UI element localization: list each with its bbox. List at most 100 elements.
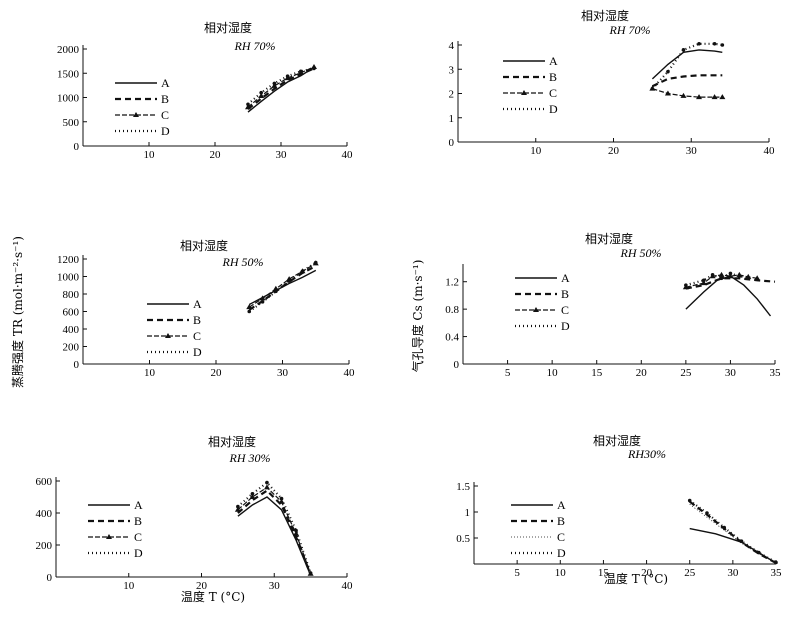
data-point-C xyxy=(718,271,725,277)
data-point-D xyxy=(681,48,686,52)
data-point-D xyxy=(313,260,318,265)
series-line-B xyxy=(247,67,315,110)
series-line-B xyxy=(689,500,777,564)
data-point-D xyxy=(722,525,727,530)
y-tick-label: 0 xyxy=(47,572,53,584)
chart-subtitle: RH 50% xyxy=(620,246,662,260)
x-axis-label: 温度 T (°C) xyxy=(604,571,668,586)
y-tick-label: 0 xyxy=(454,359,460,371)
x-tick-label: 10 xyxy=(123,580,135,592)
legend-label: A xyxy=(557,498,566,512)
legend-label: C xyxy=(557,530,565,544)
chart-subtitle: RH 70% xyxy=(234,39,276,53)
data-point-D xyxy=(308,571,313,575)
data-point-D xyxy=(299,69,303,74)
data-point-D xyxy=(701,278,706,283)
data-point-C xyxy=(272,285,279,291)
chart-title: 相对湿度 xyxy=(581,8,629,23)
data-point-D xyxy=(236,504,240,509)
data-point-C xyxy=(246,304,253,310)
data-point-D xyxy=(746,276,751,281)
data-point-D xyxy=(774,560,778,565)
data-point-D xyxy=(287,279,291,283)
y-tick-label: 200 xyxy=(36,540,53,552)
data-point-D xyxy=(687,498,692,503)
x-tick-label: 30 xyxy=(276,149,288,161)
legend-marker xyxy=(165,333,171,338)
legend-label: D xyxy=(557,546,566,560)
y-tick-label: 400 xyxy=(63,324,80,336)
legend-label: A xyxy=(134,498,143,512)
chart-subtitle: RH 70% xyxy=(609,23,651,37)
legend-label: B xyxy=(557,514,565,528)
legend-marker xyxy=(106,534,112,539)
y-tick-label: 1 xyxy=(465,507,471,519)
x-tick-label: 10 xyxy=(555,567,567,579)
series-line-A xyxy=(651,49,723,80)
legend-label: D xyxy=(549,102,558,116)
data-point-D xyxy=(274,289,278,294)
y-tick-label: 0 xyxy=(74,141,80,153)
data-point-C xyxy=(696,94,703,100)
chart-title: 相对湿度 xyxy=(208,434,256,449)
data-point-C xyxy=(245,104,251,110)
x-tick-label: 5 xyxy=(505,367,511,379)
data-point-D xyxy=(265,480,269,485)
data-point-D xyxy=(710,273,715,277)
chart-title: 相对湿度 xyxy=(585,231,633,246)
legend-label: A xyxy=(161,76,170,90)
x-tick-label: 20 xyxy=(608,145,620,157)
data-point-D xyxy=(260,300,265,304)
data-point-C xyxy=(727,273,734,279)
data-point-C xyxy=(719,94,726,100)
data-point-D xyxy=(728,271,733,276)
data-point-C xyxy=(711,94,718,100)
x-tick-label: 35 xyxy=(770,367,782,379)
legend-label: B xyxy=(134,514,142,528)
data-point-D xyxy=(272,81,277,86)
y-tick-label: 2000 xyxy=(57,44,80,56)
data-point-D xyxy=(312,66,316,71)
series-line-C xyxy=(237,486,312,575)
chart-subtitle: RH30% xyxy=(627,447,666,461)
y-tick-label: 0.8 xyxy=(445,304,459,316)
x-tick-label: 35 xyxy=(771,567,783,579)
legend-label: D xyxy=(561,319,570,333)
y-tick-label: 600 xyxy=(36,476,53,488)
y-tick-label: 0 xyxy=(449,137,455,149)
x-tick-label: 40 xyxy=(342,580,354,592)
y-tick-label: 4 xyxy=(449,40,455,52)
data-point-C xyxy=(258,93,265,99)
legend-label: C xyxy=(561,303,569,317)
y-tick-label: 1000 xyxy=(57,272,80,284)
y-tick-label: 0.5 xyxy=(456,533,470,545)
x-tick-label: 10 xyxy=(530,145,542,157)
data-point-D xyxy=(250,492,255,496)
legend-marker xyxy=(533,307,539,312)
y-tick-label: 1000 xyxy=(57,93,80,105)
y-tick-label: 600 xyxy=(63,307,80,319)
y-tick-label: 400 xyxy=(36,508,53,520)
y-tick-label: 500 xyxy=(63,117,80,129)
y-tick-label: 1.5 xyxy=(456,481,470,493)
y-tick-label: 3 xyxy=(449,64,455,76)
y-tick-label: 800 xyxy=(63,289,80,301)
x-tick-label: 15 xyxy=(591,367,603,379)
data-point-C xyxy=(278,498,285,504)
data-point-C xyxy=(293,530,300,536)
x-tick-label: 20 xyxy=(211,367,223,379)
legend-label: A xyxy=(549,54,558,68)
legend-label: B xyxy=(193,313,201,327)
x-tick-label: 40 xyxy=(342,149,354,161)
legend-label: A xyxy=(193,297,202,311)
y-tick-label: 200 xyxy=(63,342,80,354)
data-point-D xyxy=(720,43,725,47)
series-line-C xyxy=(652,88,723,98)
data-point-D xyxy=(247,309,252,314)
series-line-D xyxy=(237,481,312,574)
legend-label: C xyxy=(161,108,169,122)
series-line-C xyxy=(689,503,777,564)
